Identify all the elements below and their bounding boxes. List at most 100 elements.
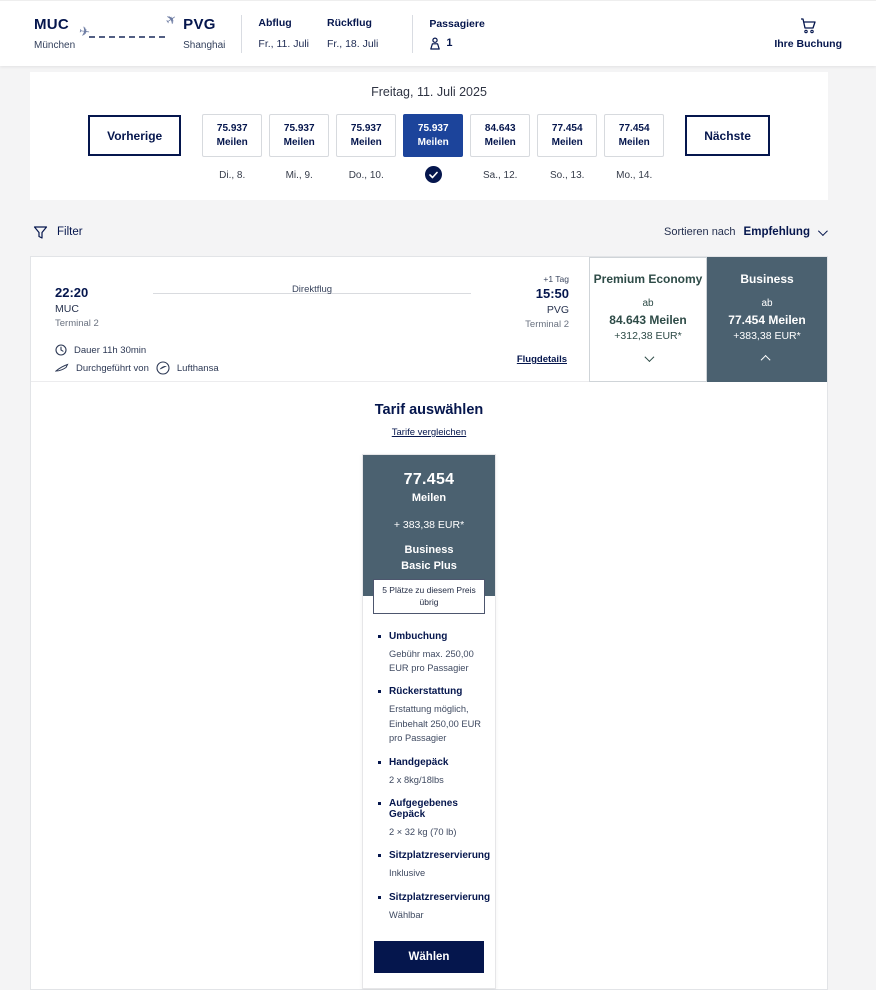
operated-by-icon <box>55 363 69 372</box>
fare-feature-desc: 2 x 8kg/18lbs <box>389 774 444 785</box>
fare-feature: Umbuchung Gebühr max. 250,00 EUR pro Pas… <box>377 631 481 676</box>
date-miles-unit: Meilen <box>484 136 516 148</box>
carrier-name: Lufthansa <box>176 362 219 374</box>
selected-date-title: Freitag, 11. Juli 2025 <box>371 85 487 99</box>
departure-time: 22:20 <box>55 285 89 300</box>
date-tile: 75.937 Meilen <box>403 114 464 157</box>
flight-duration: Dauer 11h 30min <box>74 344 147 356</box>
compare-fares-link[interactable]: Tarife vergleichen <box>391 427 467 438</box>
date-label: Mo., 14. <box>616 170 653 181</box>
route-dotted-line <box>89 36 166 38</box>
date-option[interactable]: 77.454 Meilen Mo., 14. <box>604 114 665 183</box>
header-divider <box>241 14 243 53</box>
person-icon <box>430 37 441 50</box>
date-tile: 75.937 Meilen <box>336 114 397 157</box>
cabin-offer-button[interactable]: Premium Economy ab 84.643 Meilen +312,38… <box>589 257 707 382</box>
cabin-miles: 84.643 Meilen <box>609 313 687 327</box>
date-miles: 75.937 <box>350 123 382 134</box>
date-option[interactable]: 75.937 Meilen Do., 10. <box>336 114 397 183</box>
date-label: So., 13. <box>549 170 585 181</box>
cart-icon <box>801 18 816 34</box>
date-miles: 75.937 <box>283 123 315 134</box>
return-label: Rückflug <box>326 17 372 29</box>
fare-miles: 77.454 <box>403 471 455 488</box>
flight-details-link[interactable]: Flugdetails <box>516 354 567 365</box>
passengers-field[interactable]: Passagiere 1 <box>429 17 485 50</box>
cabin-from-label: ab <box>642 298 654 309</box>
previous-dates-button[interactable]: Vorherige <box>88 115 182 156</box>
return-date-field[interactable]: Rückflug Fr., 18. Juli <box>327 17 378 50</box>
filter-sort-bar: Filter Sortieren nach Empfehlung <box>30 208 828 256</box>
filter-label: Filter <box>57 226 83 238</box>
arrival-airport: PVG <box>546 304 569 316</box>
date-options-list: 75.937 Meilen Di., 8. 75.937 Meilen <box>202 114 665 183</box>
outbound-date-field[interactable]: Abflug Fr., 11. Juli <box>258 17 309 50</box>
destination-code: PVG <box>183 16 216 33</box>
return-date: Fr., 18. Juli <box>326 38 379 50</box>
date-miles-unit: Meilen <box>350 136 382 148</box>
sort-dropdown[interactable]: Sortieren nach Empfehlung <box>664 225 828 238</box>
date-tile: 77.454 Meilen <box>604 114 665 157</box>
date-miles: 77.454 <box>618 123 650 134</box>
date-tile: 75.937 Meilen <box>269 114 330 157</box>
sort-value: Empfehlung <box>743 226 810 238</box>
fare-card-header: 77.454 Meilen + 383,38 EUR* Business Bas… <box>363 455 495 596</box>
tariff-panel: Tarif auswählen Tarife vergleichen 77.45… <box>31 382 827 990</box>
passengers-label: Passagiere <box>429 17 485 30</box>
fare-name: Basic Plus <box>401 560 457 572</box>
chevron-down-icon <box>817 225 828 236</box>
availability-note: 5 Plätze zu diesem Preis übrig <box>373 579 485 614</box>
date-tile: 75.937 Meilen <box>202 114 263 157</box>
fare-feature: Sitzplatzreservierung Inklusive <box>377 850 490 880</box>
date-miles-unit: Meilen <box>417 136 449 148</box>
date-option[interactable]: 75.937 Meilen Fr., 11. <box>403 114 464 183</box>
date-label: Mi., 9. <box>285 170 313 181</box>
date-option[interactable]: 75.937 Meilen Mi., 9. <box>269 114 330 183</box>
selected-check-icon <box>424 166 442 183</box>
destination-city: Shanghai <box>183 40 226 51</box>
fare-feature-title: Rückerstattung <box>389 686 463 698</box>
outbound-date: Fr., 11. Juli <box>258 38 309 50</box>
chevron-down-icon <box>644 352 655 363</box>
fare-feature-title: Sitzplatzreservierung <box>389 891 491 903</box>
date-label: Di., 8. <box>219 170 246 181</box>
date-miles: 75.937 <box>417 123 449 134</box>
date-miles: 75.937 <box>216 123 248 134</box>
cabin-miles: 77.454 Meilen <box>728 313 806 327</box>
header-divider <box>412 14 414 53</box>
date-option[interactable]: 77.454 Meilen So., 13. <box>537 114 598 183</box>
fare-feature: Aufgegebenes Gepäck 2 × 32 kg (70 lb) <box>377 798 481 839</box>
cabin-name: Premium Economy <box>593 272 703 286</box>
fare-card: 77.454 Meilen + 383,38 EUR* Business Bas… <box>362 454 496 990</box>
fare-feature-title: Aufgegebenes Gepäck <box>389 798 458 821</box>
fare-feature-title: Handgepäck <box>389 756 449 768</box>
date-label: Sa., 12. <box>482 170 518 181</box>
clock-icon <box>55 344 67 356</box>
fare-features-list: Umbuchung Gebühr max. 250,00 EUR pro Pas… <box>363 614 495 934</box>
date-option[interactable]: 75.937 Meilen Di., 8. <box>202 114 263 183</box>
date-carousel-card: Freitag, 11. Juli 2025 Vorherige 75.937 … <box>30 72 828 200</box>
next-dates-button[interactable]: Nächste <box>685 115 770 156</box>
filter-icon <box>33 225 48 239</box>
fare-feature-desc: Inklusive <box>389 868 426 879</box>
flight-result-card: 22:20 MUC Terminal 2 Direktflug +1 Tag 1… <box>30 256 828 990</box>
cabin-offer-button[interactable]: Business ab 77.454 Meilen +383,38 EUR* <box>707 257 827 382</box>
filter-button[interactable]: Filter <box>33 225 83 240</box>
route-summary[interactable]: MUC München ✈ ✈ PVG Shanghai <box>34 10 226 51</box>
your-booking-label: Ihre Buchung <box>774 38 842 50</box>
date-option[interactable]: 84.643 Meilen Sa., 12. <box>470 114 531 183</box>
cabin-price: +383,38 EUR* <box>733 330 801 342</box>
fare-feature: Sitzplatzreservierung Wählbar <box>377 891 491 922</box>
departure-terminal: Terminal 2 <box>55 318 99 329</box>
lufthansa-logo-icon <box>156 361 170 375</box>
select-fare-button[interactable]: Wählen <box>374 941 484 974</box>
date-miles-unit: Meilen <box>216 136 248 148</box>
your-booking-button[interactable]: Ihre Buchung <box>774 17 842 50</box>
cabin-offers-list: Premium Economy ab 84.643 Meilen +312,38… <box>589 257 827 382</box>
fare-feature: Handgepäck 2 x 8kg/18lbs <box>377 757 481 787</box>
departure-airport: MUC <box>55 303 79 315</box>
date-miles: 84.643 <box>484 123 516 134</box>
stops-label: Direktflug <box>291 284 333 295</box>
fare-feature-desc: Erstattung möglich, Einbehalt 250,00 EUR… <box>389 704 481 744</box>
fare-price: + 383,38 EUR* <box>393 519 465 531</box>
